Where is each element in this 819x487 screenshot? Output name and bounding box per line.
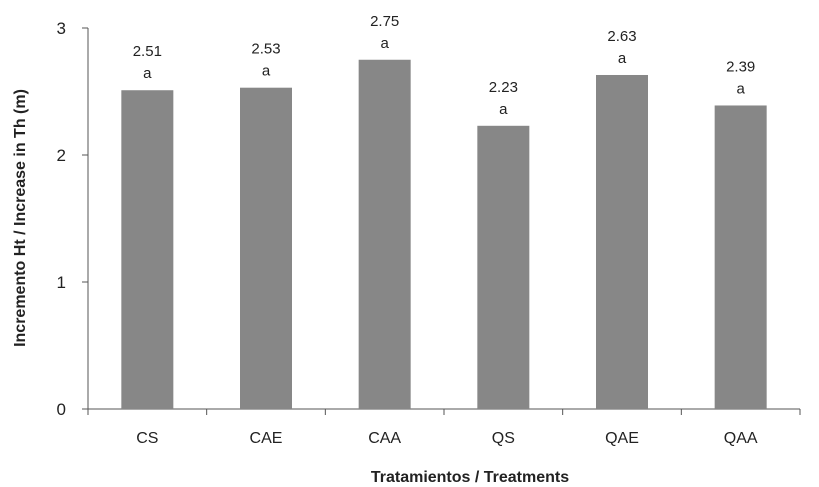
bar (121, 90, 174, 409)
category-label: CAA (368, 430, 401, 447)
value-label: 2.51 (133, 43, 162, 60)
category-label: QAE (605, 430, 639, 447)
bar (358, 59, 411, 409)
labels: CS 2.51 a CAE 2.53 a CAA 2.75 a QS 2.23 a QAE 2.63 a QA… (133, 13, 758, 447)
value-label: 2.75 (370, 13, 399, 30)
value-label: 2.63 (607, 28, 636, 45)
axes: 0 1 2 3 (57, 19, 801, 419)
significance-label: a (618, 50, 627, 67)
bar (596, 74, 648, 410)
category-label: QS (492, 430, 515, 447)
bar (477, 125, 530, 409)
y-tick-label: 2 (57, 146, 66, 165)
significance-label: a (499, 101, 508, 118)
category-label: CAE (250, 430, 283, 447)
value-label: 2.39 (726, 58, 755, 75)
significance-label: a (262, 63, 271, 80)
category-label: CS (136, 430, 158, 447)
bar (240, 87, 292, 409)
y-tick-label: 0 (57, 400, 66, 419)
y-axis-title: Incremento Ht / Increase in Th (m) (12, 89, 29, 347)
x-axis-title: Tratamientos / Treatments (371, 469, 569, 486)
bars (121, 59, 767, 410)
significance-label: a (736, 80, 745, 97)
significance-label: a (143, 65, 152, 82)
value-label: 2.53 (251, 41, 280, 58)
category-label: QAA (724, 430, 758, 447)
significance-label: a (380, 35, 389, 52)
value-label: 2.23 (489, 79, 518, 96)
y-tick-label: 3 (57, 19, 66, 38)
y-tick-label: 1 (57, 273, 66, 292)
bar (714, 105, 767, 409)
